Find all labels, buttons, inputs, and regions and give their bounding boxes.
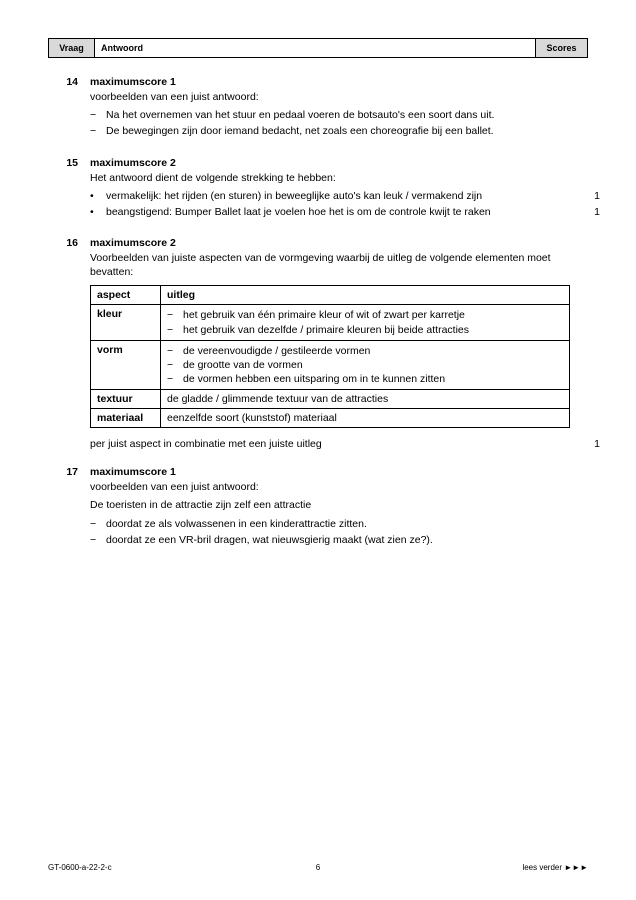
table-row: textuur de gladde / glimmende textuur va… (91, 390, 570, 409)
score: 1 (594, 438, 600, 450)
footer-right: lees verder ►►► (522, 863, 588, 872)
uitleg-cell: het gebruik van één primaire kleur of wi… (161, 305, 570, 340)
header-vraag: Vraag (49, 39, 95, 57)
question-number: 16 (62, 237, 90, 450)
question-intro: Het antwoord dient de volgende strekking… (90, 171, 570, 185)
score: 1 (594, 205, 600, 219)
uitleg-cell: eenzelfde soort (kunststof) materiaal (161, 409, 570, 428)
table-row: kleur het gebruik van één primaire kleur… (91, 305, 570, 340)
question-15: 15 maximumscore 2 Het antwoord dient de … (62, 157, 570, 222)
question-intro: voorbeelden van een juist antwoord: (90, 90, 570, 104)
aspect-cell: textuur (91, 390, 161, 409)
question-14: 14 maximumscore 1 voorbeelden van een ju… (62, 76, 570, 141)
header-bar: Vraag Antwoord Scores (48, 38, 588, 58)
aspect-cell: kleur (91, 305, 161, 340)
footer-left: GT-0600-a-22-2-c (48, 863, 112, 872)
question-title: maximumscore 1 (90, 76, 570, 88)
question-17: 17 maximumscore 1 voorbeelden van een ju… (62, 466, 570, 549)
list-item: De bewegingen zijn door iemand bedacht, … (90, 124, 570, 138)
bullet-list: Na het overnemen van het stuur en pedaal… (90, 108, 570, 138)
list-item: Na het overnemen van het stuur en pedaal… (90, 108, 570, 122)
list-item: het gebruik van dezelfde / primaire kleu… (167, 323, 563, 337)
table-header: aspect (91, 286, 161, 305)
list-item: de vormen hebben een uitsparing om in te… (167, 372, 563, 386)
list-item: doordat ze als volwassenen in een kinder… (90, 517, 570, 531)
question-intro2: De toeristen in de attractie zijn zelf e… (90, 498, 570, 512)
list-item: vermakelijk: het rijden (en sturen) in b… (90, 189, 570, 203)
table-header-row: aspect uitleg (91, 286, 570, 305)
score: 1 (594, 189, 600, 203)
table-row: vorm de vereenvoudigde / gestileerde vor… (91, 340, 570, 390)
bullet-list: doordat ze als volwassenen in een kinder… (90, 517, 570, 547)
uitleg-cell: de vereenvoudigde / gestileerde vormen d… (161, 340, 570, 390)
question-title: maximumscore 2 (90, 237, 570, 249)
aspect-table: aspect uitleg kleur het gebruik van één … (90, 285, 570, 428)
list-item: beangstigend: Bumper Ballet laat je voel… (90, 205, 570, 219)
question-16: 16 maximumscore 2 Voorbeelden van juiste… (62, 237, 570, 450)
question-title: maximumscore 2 (90, 157, 570, 169)
question-title: maximumscore 1 (90, 466, 570, 478)
table-header: uitleg (161, 286, 570, 305)
footer: GT-0600-a-22-2-c 6 lees verder ►►► (48, 863, 588, 872)
header-scores: Scores (535, 39, 587, 57)
uitleg-cell: de gladde / glimmende textuur van de att… (161, 390, 570, 409)
footer-page-number: 6 (316, 863, 320, 872)
question-number: 14 (62, 76, 90, 141)
list-item: het gebruik van één primaire kleur of wi… (167, 308, 563, 322)
list-item: de vereenvoudigde / gestileerde vormen (167, 344, 563, 358)
question-number: 17 (62, 466, 90, 549)
header-antwoord: Antwoord (95, 39, 535, 57)
question-intro: voorbeelden van een juist antwoord: (90, 480, 570, 494)
bullet-list: vermakelijk: het rijden (en sturen) in b… (90, 189, 570, 219)
question-number: 15 (62, 157, 90, 222)
after-table-line: per juist aspect in combinatie met een j… (90, 438, 570, 450)
list-item: doordat ze een VR-bril dragen, wat nieuw… (90, 533, 570, 547)
aspect-cell: materiaal (91, 409, 161, 428)
table-row: materiaal eenzelfde soort (kunststof) ma… (91, 409, 570, 428)
question-intro: Voorbeelden van juiste aspecten van de v… (90, 251, 570, 279)
content: 14 maximumscore 1 voorbeelden van een ju… (48, 76, 588, 549)
list-item: de grootte van de vormen (167, 358, 563, 372)
aspect-cell: vorm (91, 340, 161, 390)
